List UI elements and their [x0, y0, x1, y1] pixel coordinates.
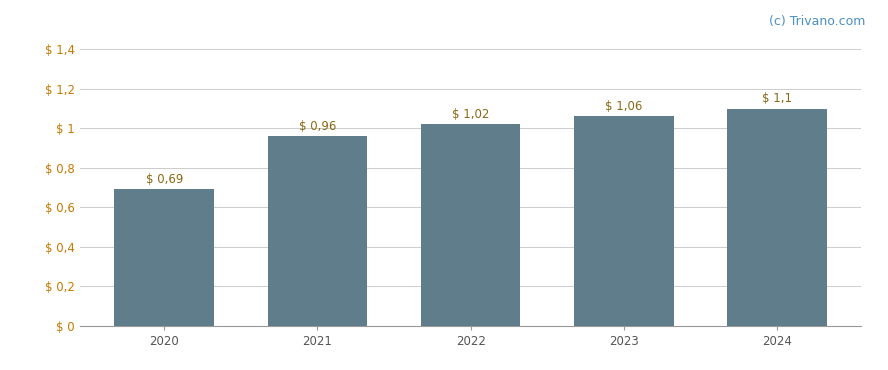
Text: $ 0,96: $ 0,96 — [298, 120, 336, 132]
Bar — [115, 189, 214, 326]
Text: $ 1,02: $ 1,02 — [452, 108, 489, 121]
Bar — [574, 117, 674, 326]
Bar — [727, 108, 827, 326]
Text: $ 0,69: $ 0,69 — [146, 173, 183, 186]
Text: $ 1,06: $ 1,06 — [606, 100, 643, 113]
Text: (c) Trivano.com: (c) Trivano.com — [769, 15, 866, 28]
Text: $ 1,1: $ 1,1 — [762, 92, 792, 105]
Bar — [421, 124, 520, 326]
Bar — [267, 136, 368, 326]
